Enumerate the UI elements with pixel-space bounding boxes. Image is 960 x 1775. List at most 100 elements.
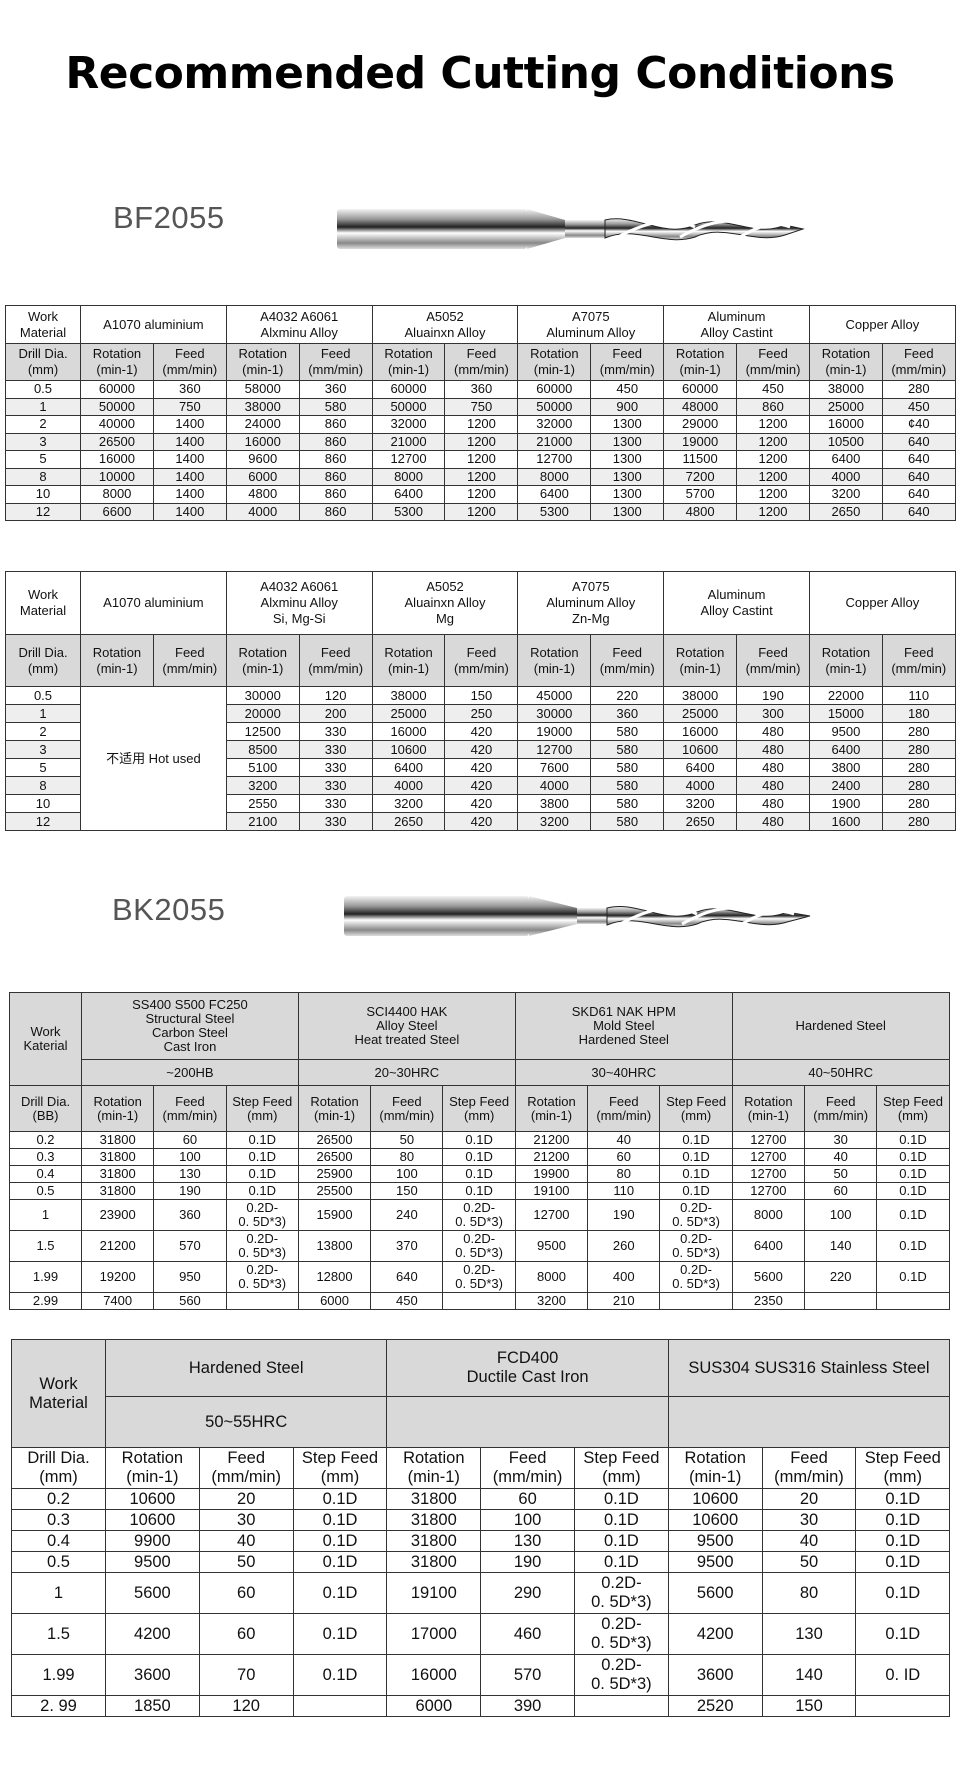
header-cell: Hardened Steel	[104, 1339, 388, 1397]
value-cell: 21000	[517, 432, 592, 451]
value-cell: 25900	[297, 1165, 372, 1183]
value-cell: 32000	[517, 415, 592, 434]
table-row: 10 8000 1400 4800 860 6400 1200 6400 1300 5700 120…	[5, 485, 956, 504]
value-cell: 0.1D	[292, 1509, 388, 1531]
value-cell: 140	[761, 1654, 857, 1696]
drill-dia-cell: 0.3	[11, 1509, 106, 1531]
value-cell: 21200	[514, 1131, 589, 1149]
drill-dia-cell: 5	[5, 758, 81, 777]
value-cell: 4000	[225, 502, 300, 521]
not-applicable-cell: 不适用 Hot used	[80, 686, 227, 831]
drill-dia-cell: 1	[9, 1199, 82, 1231]
value-cell: 1200	[736, 467, 810, 486]
value-cell: 60000	[80, 380, 154, 399]
value-cell: 640	[881, 467, 956, 486]
value-cell: 330	[298, 776, 373, 795]
header-cell: SUS304 SUS316 Stainless Steel	[667, 1339, 951, 1397]
value-cell: 9500	[105, 1551, 200, 1573]
value-cell: 1400	[152, 502, 227, 521]
table-row: 0.3 31800 100 0.1D 26500 80 0.1D 21200 60 0.1D 127…	[9, 1148, 950, 1166]
value-cell: 12500	[225, 722, 300, 741]
value-cell: 0.1D	[225, 1131, 299, 1149]
value-cell: 12700	[514, 1199, 589, 1231]
value-cell	[804, 1292, 878, 1310]
header-cell: 30~40HRC	[514, 1059, 733, 1086]
value-cell: 210	[587, 1292, 661, 1310]
header-cell: Feed (mm/min)	[881, 343, 956, 381]
value-cell	[876, 1292, 950, 1310]
value-cell: 19000	[517, 722, 592, 741]
value-cell: 30	[761, 1509, 857, 1531]
header-cell: Rotation (min-1)	[80, 343, 154, 381]
value-cell: 280	[881, 740, 956, 759]
value-cell: 280	[881, 722, 956, 741]
value-cell: 100	[804, 1199, 878, 1231]
header-cell: Step Feed (mm)	[659, 1085, 733, 1132]
value-cell: 20	[198, 1488, 294, 1510]
header-cell: Step Feed (mm)	[292, 1447, 388, 1489]
header-row: ~200HB 20~30HRC 30~40HRC 40~50HRC	[10, 1059, 950, 1086]
value-cell: 24000	[225, 415, 300, 434]
value-cell: 25000	[371, 704, 446, 723]
drill-dia-cell: 1.5	[11, 1613, 106, 1655]
value-cell: 1200	[736, 415, 810, 434]
model-label-bk2055: BK2055	[112, 892, 226, 927]
value-cell: 860	[298, 450, 373, 469]
cutting-table-bk2055-steel: Work Katerial SS400 S500 FC250 Structural…	[9, 992, 950, 1310]
value-cell: 0.1D	[292, 1551, 388, 1573]
page-title: Recommended Cutting Conditions	[65, 48, 895, 99]
header-cell: Feed (mm/min)	[444, 634, 519, 687]
value-cell: 2650	[808, 502, 883, 521]
value-cell: 0.1D	[442, 1131, 516, 1149]
value-cell: 31800	[80, 1182, 155, 1200]
value-cell	[225, 1292, 299, 1310]
value-cell: 2550	[225, 794, 300, 813]
value-cell: 80	[370, 1148, 444, 1166]
value-cell: 10600	[105, 1509, 200, 1531]
header-cell: Feed (mm/min)	[298, 343, 373, 381]
value-cell: 5600	[731, 1261, 806, 1293]
drill-image-bf2055	[337, 209, 805, 249]
value-cell	[574, 1695, 669, 1717]
value-cell: 12700	[731, 1131, 806, 1149]
value-cell: 21000	[371, 432, 446, 451]
header-cell: Work Katerial	[9, 992, 82, 1086]
value-cell: 640	[881, 485, 956, 504]
header-cell: Hardened Steel	[731, 992, 950, 1060]
header-cell: Step Feed (mm)	[574, 1447, 669, 1489]
value-cell	[855, 1695, 951, 1717]
value-cell: 0.2D- 0. 5D*3)	[574, 1613, 669, 1655]
value-cell: 31800	[386, 1551, 482, 1573]
value-cell: 6000	[225, 467, 300, 486]
value-cell: 7400	[80, 1292, 155, 1310]
value-cell: 0.1D	[225, 1148, 299, 1166]
header-cell: Step Feed (mm)	[876, 1085, 950, 1132]
value-cell: 580	[590, 722, 665, 741]
value-cell: 480	[736, 758, 810, 777]
drill-dia-cell: 0.3	[9, 1148, 82, 1166]
value-cell: 16000	[225, 432, 300, 451]
header-cell: Rotation (min-1)	[371, 634, 446, 687]
value-cell: 4000	[808, 467, 883, 486]
value-cell: 20000	[225, 704, 300, 723]
value-cell: 30000	[225, 686, 300, 705]
value-cell: 12700	[731, 1182, 806, 1200]
value-cell: 150	[370, 1182, 444, 1200]
header-cell: SCI4400 HAK Alloy Steel Heat treated Ste…	[297, 992, 516, 1060]
value-cell: 360	[153, 1199, 227, 1231]
value-cell: 570	[480, 1654, 575, 1696]
value-cell: 20	[761, 1488, 857, 1510]
drill-dia-cell: 0.5	[5, 686, 81, 705]
table-row: 0.5 60000 360 58000 360 60000 360 60000 450 60000…	[5, 380, 956, 399]
header-cell: Step Feed (mm)	[855, 1447, 951, 1489]
value-cell: 460	[480, 1613, 575, 1655]
header-cell: Feed (mm/min)	[881, 634, 956, 687]
header-row: Drill Dia. (mm) Rotation (min-1) Feed (mm/…	[5, 634, 956, 687]
table-row: 1 50000 750 38000 580 50000 750 50000 900 48000 86…	[5, 397, 956, 416]
header-cell: Rotation (min-1)	[514, 1085, 589, 1132]
header-cell: Feed (mm/min)	[590, 343, 665, 381]
value-cell: 1200	[736, 450, 810, 469]
value-cell: 40	[587, 1131, 661, 1149]
value-cell: 330	[298, 794, 373, 813]
value-cell: 5300	[517, 502, 592, 521]
